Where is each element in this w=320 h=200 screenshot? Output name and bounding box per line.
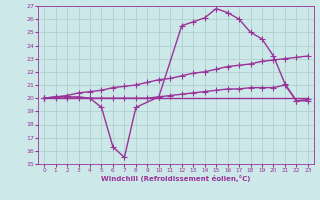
X-axis label: Windchill (Refroidissement éolien,°C): Windchill (Refroidissement éolien,°C) (101, 175, 251, 182)
